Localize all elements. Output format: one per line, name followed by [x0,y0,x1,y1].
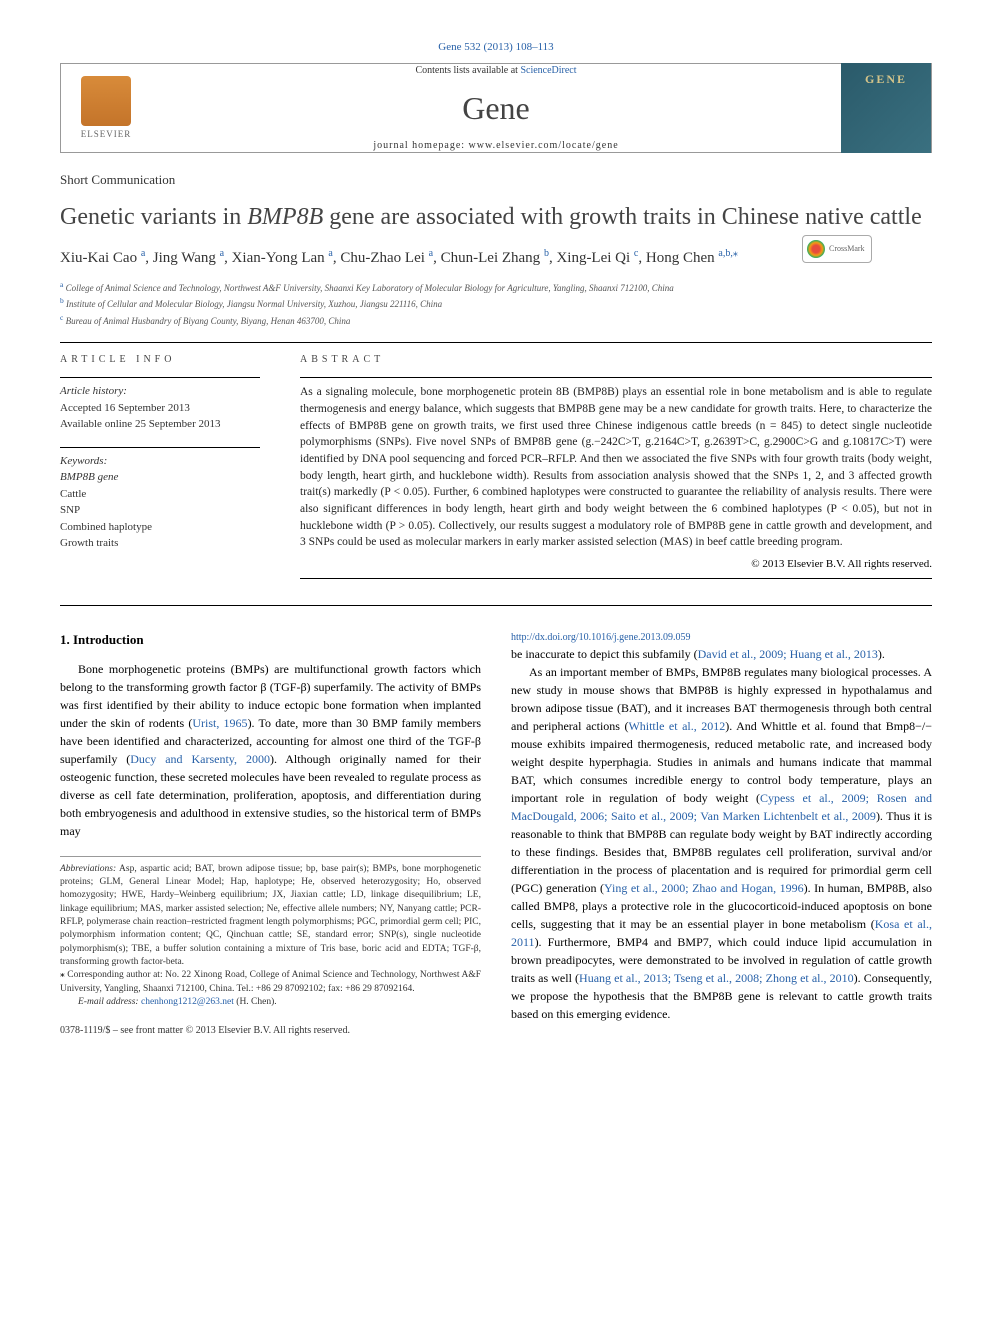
author-4: , Chu-Zhao Lei [333,250,429,266]
abstract-heading: ABSTRACT [300,353,932,367]
corr-text: Corresponding author at: No. 22 Xinong R… [60,970,481,993]
aff-c: Bureau of Animal Husbandry of Biyang Cou… [66,316,351,326]
author-3: , Xian-Yong Lan [224,250,328,266]
section-label: Short Communication [60,171,932,189]
abbrev-text: Asp, aspartic acid; BAT, brown adipose t… [60,864,481,967]
author-2: , Jing Wang [145,250,219,266]
contents-text: Contents lists available at [415,65,520,76]
email-suffix: (H. Chen). [234,997,277,1007]
abstract-copyright: © 2013 Elsevier B.V. All rights reserved… [300,557,932,572]
aff-a-sup: a [60,280,63,289]
keyword-3: Combined haplotype [60,519,260,536]
homepage-label: journal homepage: [373,140,468,151]
cite-huang[interactable]: Huang et al., 2013; Tseng et al., 2008; … [579,971,854,985]
footnotes: Abbreviations: Asp, aspartic acid; BAT, … [60,856,481,1009]
elsevier-label: ELSEVIER [81,128,132,141]
online-date: Available online 25 September 2013 [60,416,260,433]
homepage-line: journal homepage: www.elsevier.com/locat… [151,139,841,153]
article-info: ARTICLE INFO Article history: Accepted 1… [60,353,260,585]
email-label: E-mail address: [78,997,139,1007]
homepage-url[interactable]: www.elsevier.com/locate/gene [469,140,619,151]
article-title: Genetic variants in BMP8B gene are assoc… [60,202,932,233]
divider-2 [60,605,932,606]
email-link[interactable]: chenhong1212@263.net [139,997,234,1007]
title-prefix: Genetic variants in [60,204,247,230]
keyword-0: BMP8B gene [60,471,118,483]
abbrev-label: Abbreviations: [60,864,116,874]
cite-urist[interactable]: Urist, 1965 [192,716,247,730]
journal-header: ELSEVIER Contents lists available at Sci… [60,63,932,153]
intro-heading: 1. Introduction [60,630,481,650]
abstract-divider [300,578,932,579]
elsevier-logo: ELSEVIER [61,63,151,153]
crossmark-icon [807,240,825,258]
header-citation: Gene 532 (2013) 108–113 [60,40,932,55]
body-text: 1. Introduction Bone morphogenetic prote… [60,630,932,1038]
title-suffix: gene are associated with growth traits i… [323,204,921,230]
author-7-aff: a,b, [718,248,732,259]
author-7: , Hong Chen [638,250,718,266]
contents-line: Contents lists available at ScienceDirec… [151,64,841,78]
journal-name: Gene [151,86,841,131]
gene-logo-text: GENE [865,71,907,88]
aff-b-sup: b [60,296,64,305]
divider [60,342,932,343]
abstract-text: As a signaling molecule, bone morphogene… [300,377,932,551]
p1-d: be inaccurate to depict this subfamily ( [511,647,698,661]
title-gene: BMP8B [247,204,323,230]
cite-ying[interactable]: Ying et al., 2000; Zhao and Hogan, 1996 [604,881,804,895]
cite-david[interactable]: David et al., 2009; Huang et al., 2013 [698,647,878,661]
history-label: Article history: [60,384,260,399]
aff-a: College of Animal Science and Technology… [66,283,674,293]
affiliations: a College of Animal Science and Technolo… [60,279,932,329]
corresponding-star[interactable]: ⁎ [733,248,738,259]
author-6: , Xing-Lei Qi [549,250,634,266]
crossmark-label: CrossMark [829,243,865,254]
sciencedirect-link[interactable]: ScienceDirect [520,65,576,76]
aff-c-sup: c [60,313,63,322]
abstract: ABSTRACT As a signaling molecule, bone m… [300,353,932,585]
cite-ducy[interactable]: Ducy and Karsenty, 2000 [130,752,270,766]
accepted-date: Accepted 16 September 2013 [60,400,260,417]
aff-b: Institute of Cellular and Molecular Biol… [66,299,442,309]
elsevier-tree-icon [81,76,131,126]
crossmark-badge[interactable]: CrossMark [802,235,872,275]
keyword-1: Cattle [60,486,260,503]
article-info-heading: ARTICLE INFO [60,353,260,367]
keywords-label: Keywords: [60,454,260,469]
keyword-4: Growth traits [60,535,260,552]
author-1: Xiu-Kai Cao [60,250,141,266]
gene-journal-logo: GENE [841,63,931,153]
keyword-2: SNP [60,502,260,519]
author-5: , Chun-Lei Zhang [433,250,544,266]
issn-line: 0378-1119/$ – see front matter © 2013 El… [60,1023,481,1038]
doi-link[interactable]: http://dx.doi.org/10.1016/j.gene.2013.09… [511,630,932,645]
cite-whittle[interactable]: Whittle et al., 2012 [628,719,725,733]
p1-e: ). [878,647,885,661]
